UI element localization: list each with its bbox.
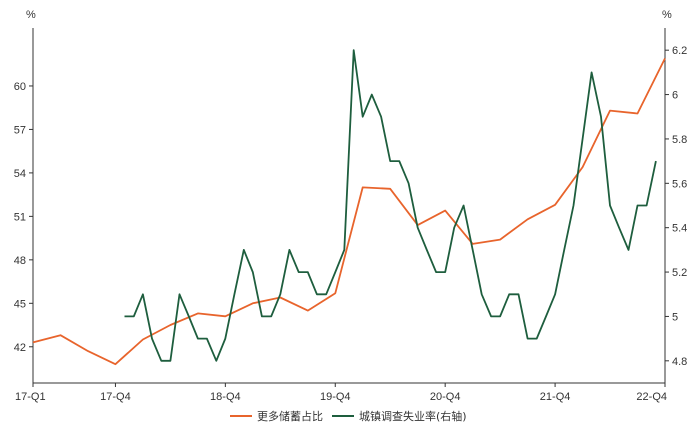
left-tick-label: 42	[14, 342, 26, 354]
x-axis-ticks: 17-Q1 17-Q4 18-Q4 19-Q4 20-Q4 21-Q4 22-Q4	[15, 383, 667, 403]
x-tick-label: 17-Q4	[100, 391, 131, 403]
right-tick-label: 6	[672, 90, 678, 102]
right-tick-label: 4.8	[672, 356, 687, 368]
series-line-0	[32, 57, 666, 366]
right-tick-label: 5.8	[672, 134, 687, 146]
right-tick-label: 6.2	[672, 45, 687, 57]
left-tick-label: 51	[14, 211, 26, 223]
right-tick-label: 5.2	[672, 267, 687, 279]
x-tick-label: 22-Q4	[636, 391, 667, 403]
right-tick-label: 5.6	[672, 178, 687, 190]
legend-label-0: 更多储蓄占比	[257, 409, 323, 423]
x-tick-label: 21-Q4	[540, 391, 571, 403]
left-tick-label: 48	[14, 255, 26, 267]
legend: 更多储蓄占比 城镇调查失业率(右轴)	[230, 409, 467, 423]
left-tick-label: 60	[14, 81, 26, 93]
x-tick-label: 17-Q1	[15, 391, 46, 403]
x-tick-label: 19-Q4	[320, 391, 351, 403]
right-tick-label: 5	[672, 311, 678, 323]
right-axis-unit: %	[662, 9, 672, 21]
right-tick-label: 5.4	[672, 223, 687, 235]
left-tick-label: 54	[14, 168, 26, 180]
left-tick-label: 45	[14, 298, 26, 310]
left-axis-unit: %	[26, 9, 36, 21]
x-tick-label: 20-Q4	[430, 391, 461, 403]
series-layer	[32, 49, 666, 366]
right-axis-ticks: 4.8 5 5.2 5.4 5.6 5.8 6 6.2	[665, 45, 687, 368]
x-tick-label: 18-Q4	[210, 391, 241, 403]
legend-label-1: 城镇调查失业率(右轴)	[359, 409, 467, 423]
series-line-1	[124, 49, 657, 362]
left-tick-label: 57	[14, 124, 26, 136]
left-axis-ticks: 42 45 48 51 54 57 60	[14, 81, 33, 354]
